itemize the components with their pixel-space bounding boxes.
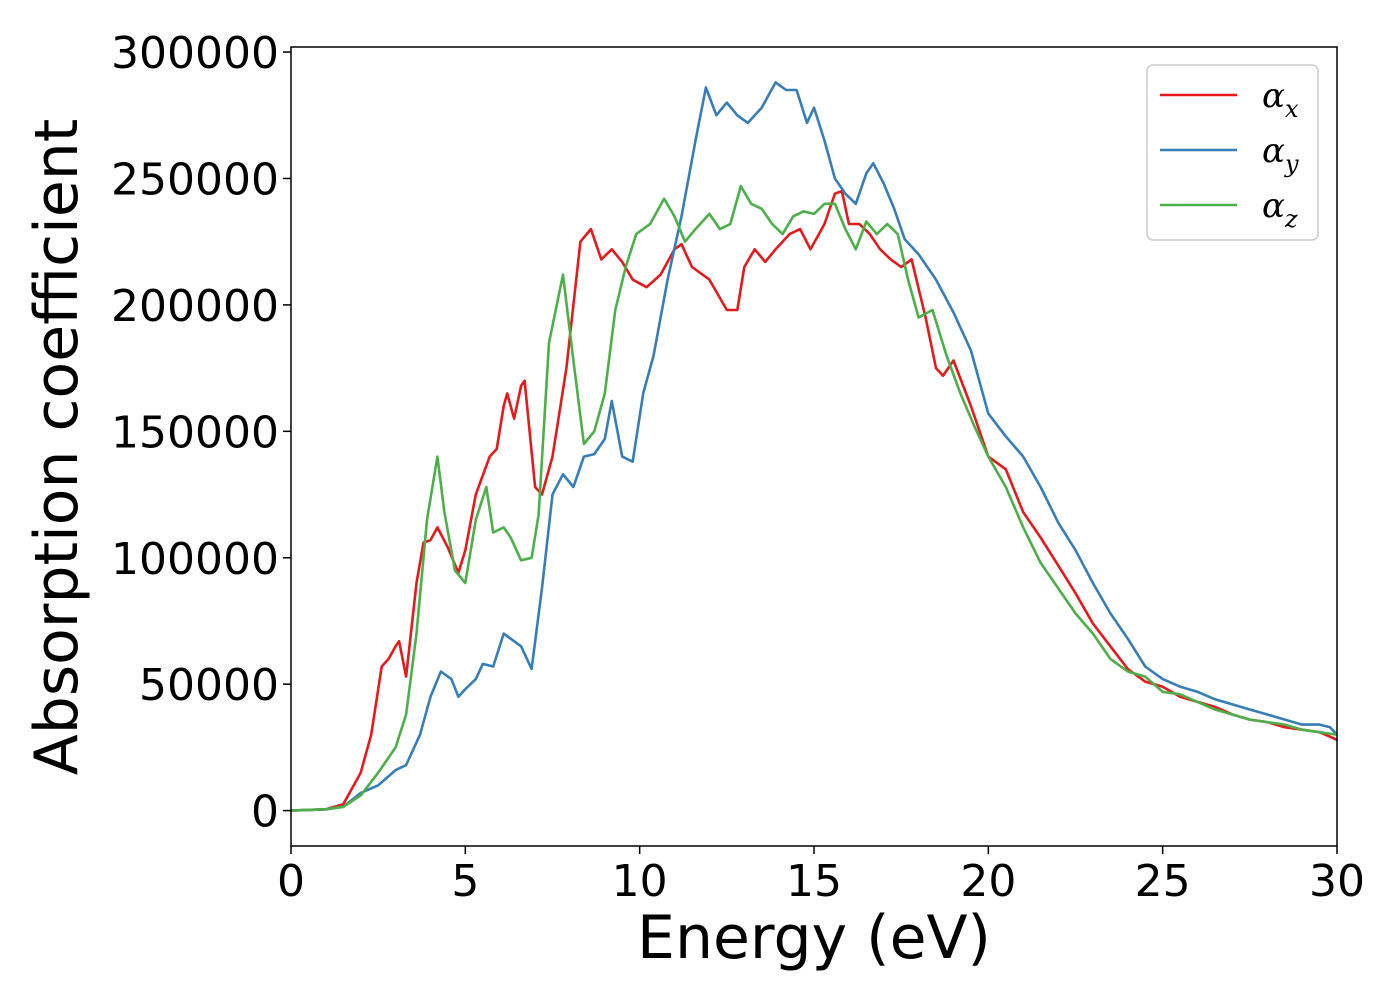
series-line-z <box>291 184 1337 812</box>
y-tick-label: 0 <box>251 787 279 838</box>
x-tick-label: 5 <box>451 856 479 907</box>
y-tick-label: 50000 <box>139 660 279 711</box>
y-tick-label: 100000 <box>111 534 279 585</box>
x-tick-label: 25 <box>1135 856 1191 907</box>
legend-label-y: αy <box>1262 131 1299 178</box>
x-tick-label: 0 <box>277 856 305 907</box>
y-tick-label: 250000 <box>111 154 279 205</box>
legend-box <box>1146 64 1319 241</box>
legend: αx αy αz <box>1146 64 1319 241</box>
y-tick-label: 150000 <box>111 407 279 458</box>
x-tick-label: 30 <box>1309 856 1365 907</box>
y-axis-title: Absorption coefficient <box>22 119 92 776</box>
legend-label-z: αz <box>1262 186 1298 233</box>
y-tick-label: 200000 <box>111 281 279 332</box>
x-tick-label: 10 <box>612 856 668 907</box>
x-tick-label: 15 <box>786 856 842 907</box>
y-tick-label: 300000 <box>111 28 279 79</box>
x-tick-label: 20 <box>960 856 1016 907</box>
x-axis-title: Energy (eV) <box>637 903 991 973</box>
series-line-y <box>291 81 1337 812</box>
series-line-x <box>291 189 1337 812</box>
legend-label-x: αx <box>1262 76 1299 123</box>
